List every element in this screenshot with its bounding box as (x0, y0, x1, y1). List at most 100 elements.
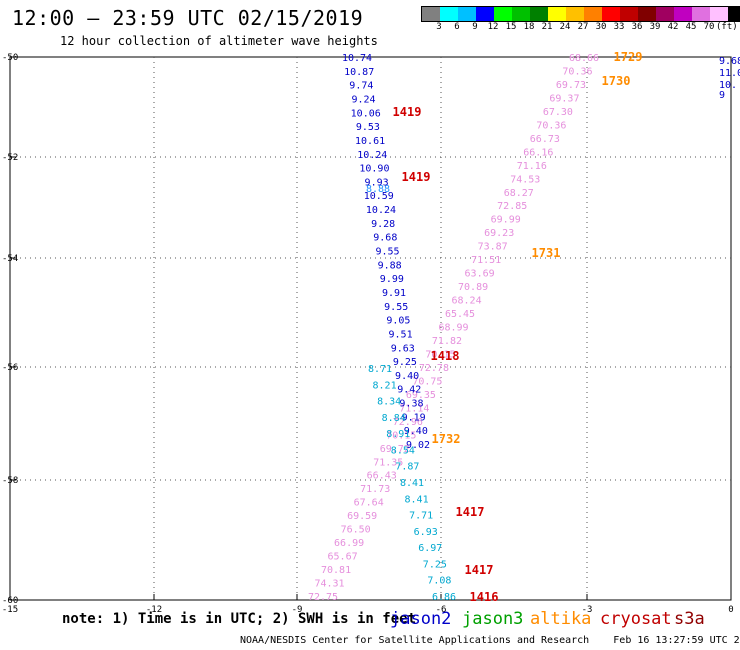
altika-value: 69.72 (380, 444, 410, 455)
color-scale-tick: 3 (436, 22, 442, 32)
altika-value: 72.96 (393, 417, 423, 428)
longitude-label: -3 (582, 605, 593, 615)
jason-value: 9.28 (371, 219, 395, 230)
jason-value: 6.97 (418, 543, 442, 554)
color-scale-tick: 42 (667, 22, 679, 32)
altika-value: 72.75 (308, 592, 338, 603)
jason-value: 9.74 (349, 81, 373, 92)
jason-value: 8.41 (400, 478, 424, 489)
color-swatch (602, 7, 620, 21)
jason-value: 6.86 (432, 592, 456, 603)
altika-value: 71.16 (517, 161, 547, 172)
color-swatch (566, 7, 584, 21)
altika-value: 72.78 (419, 363, 449, 374)
altika-value: 69.23 (484, 228, 514, 239)
color-scale-unit: (ft) (716, 22, 738, 32)
jason-value: 9.93 (365, 177, 389, 188)
map-subtitle: 12 hour collection of altimeter wave hei… (60, 34, 378, 48)
color-swatch (476, 7, 494, 21)
legend-s3a: s3a (674, 609, 705, 629)
altika-time-label: 1729 (614, 50, 643, 64)
color-scale-tick: 39 (649, 22, 661, 32)
color-scale-labels: 3 6 9 12 15 18 21 24 27 30 33 36 39 42 45 70 (421, 22, 721, 34)
color-swatch (422, 7, 440, 21)
jason-value: 10.06 (351, 108, 381, 119)
jason-value: 9.88 (378, 260, 402, 271)
jason-value: 9.24 (351, 94, 375, 105)
jason-value: 9.91 (382, 288, 406, 299)
jason-value: 9.99 (380, 274, 404, 285)
jason-time-label: 1419 (393, 105, 422, 119)
jason-value: 9.68 (373, 233, 397, 244)
jason-time-label: 1418 (431, 349, 460, 363)
edge-value: 9.68 (719, 56, 740, 67)
jason-value: 7.08 (427, 576, 451, 587)
jason-value: 10.61 (355, 136, 385, 147)
longitude-label: -6 (436, 605, 447, 615)
color-scale-tick: 12 (487, 22, 499, 32)
color-scale-bar (421, 6, 740, 22)
altika-value: 68.27 (504, 188, 534, 199)
color-swatch (638, 7, 656, 21)
jason-value: 10.87 (344, 67, 374, 78)
longitude-label: -12 (146, 605, 162, 615)
color-scale-tick: 33 (613, 22, 625, 32)
altika-value: 66.16 (523, 147, 553, 158)
jason-value: 9.19 (402, 412, 426, 423)
altika-value: 67.64 (354, 498, 384, 509)
altika-value: 66.43 (367, 471, 397, 482)
jason-value: 10.24 (357, 150, 387, 161)
jason-value: 8.54 (391, 445, 415, 456)
jason-value: 6.93 (414, 527, 438, 538)
jason-value: 9.63 (391, 343, 415, 354)
altika-value: 69.59 (347, 511, 377, 522)
altika-value: 70.36 (536, 120, 566, 131)
color-scale-tick: 24 (559, 22, 571, 32)
color-swatch (512, 7, 530, 21)
color-scale-tick: 15 (505, 22, 517, 32)
altika-value: 70.89 (458, 282, 488, 293)
color-scale-tick: 27 (577, 22, 589, 32)
color-swatch (620, 7, 638, 21)
map-title: 12:00 — 23:59 UTC 02/15/2019 (12, 6, 364, 30)
altika-time-label: 1731 (532, 246, 561, 260)
jason-value: 8.88 (366, 184, 390, 195)
jason-value: 8.91 (386, 429, 410, 440)
altika-value: 76.50 (341, 525, 371, 536)
altika-value: 67.30 (543, 107, 573, 118)
altika-value: 69.37 (549, 93, 579, 104)
jason-time-label: 1417 (456, 505, 485, 519)
color-swatch (584, 7, 602, 21)
altika-value: 70.36 (562, 66, 592, 77)
latitude-label: -52 (2, 153, 18, 163)
footnote: note: 1) Time is in UTC; 2) SWH is in fe… (62, 611, 417, 627)
jason-time-label: 1416 (470, 590, 499, 604)
altika-value: 71.82 (432, 336, 462, 347)
altika-value: 74.31 (314, 579, 344, 590)
color-scale-tick: 70 (703, 22, 715, 32)
edge-value: 10. (719, 80, 737, 91)
edge-value: 11.0 (719, 68, 740, 79)
jason-value: 9.25 (393, 357, 417, 368)
latitude-label: -50 (2, 53, 18, 63)
altika-value: 68.99 (438, 323, 468, 334)
jason-value: 8.34 (377, 397, 401, 408)
jason-value: 9.40 (395, 371, 419, 382)
jason-value: 10.24 (366, 205, 396, 216)
color-scale-tick: 30 (595, 22, 607, 32)
altika-time-label: 1732 (432, 432, 461, 446)
jason-value: 9.40 (404, 426, 428, 437)
color-scale-tick: 9 (472, 22, 478, 32)
jason-value: 9.42 (397, 385, 421, 396)
altika-value: 72.85 (497, 201, 527, 212)
altika-value: 70.81 (321, 565, 351, 576)
credit-line: NOAA/NESDIS Center for Satellite Applica… (240, 635, 740, 646)
altika-value: 63.69 (465, 269, 495, 280)
altika-value: 70.15 (425, 349, 455, 360)
altika-value: 71.51 (471, 255, 501, 266)
jason-value: 10.59 (364, 191, 394, 202)
color-swatch (440, 7, 458, 21)
jason-value: 9.38 (399, 399, 423, 410)
edge-value: 9 (719, 90, 725, 101)
color-scale-tick: 21 (541, 22, 553, 32)
